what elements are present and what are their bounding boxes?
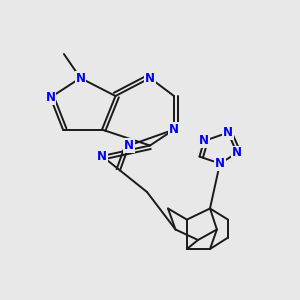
Text: N: N xyxy=(145,71,155,85)
Text: N: N xyxy=(169,123,179,136)
Text: N: N xyxy=(232,146,242,160)
Text: N: N xyxy=(97,149,107,163)
Text: N: N xyxy=(124,139,134,152)
Text: N: N xyxy=(75,71,85,85)
Text: N: N xyxy=(45,91,56,104)
Text: N: N xyxy=(215,157,225,170)
Text: N: N xyxy=(199,134,209,148)
Text: N: N xyxy=(223,126,233,139)
